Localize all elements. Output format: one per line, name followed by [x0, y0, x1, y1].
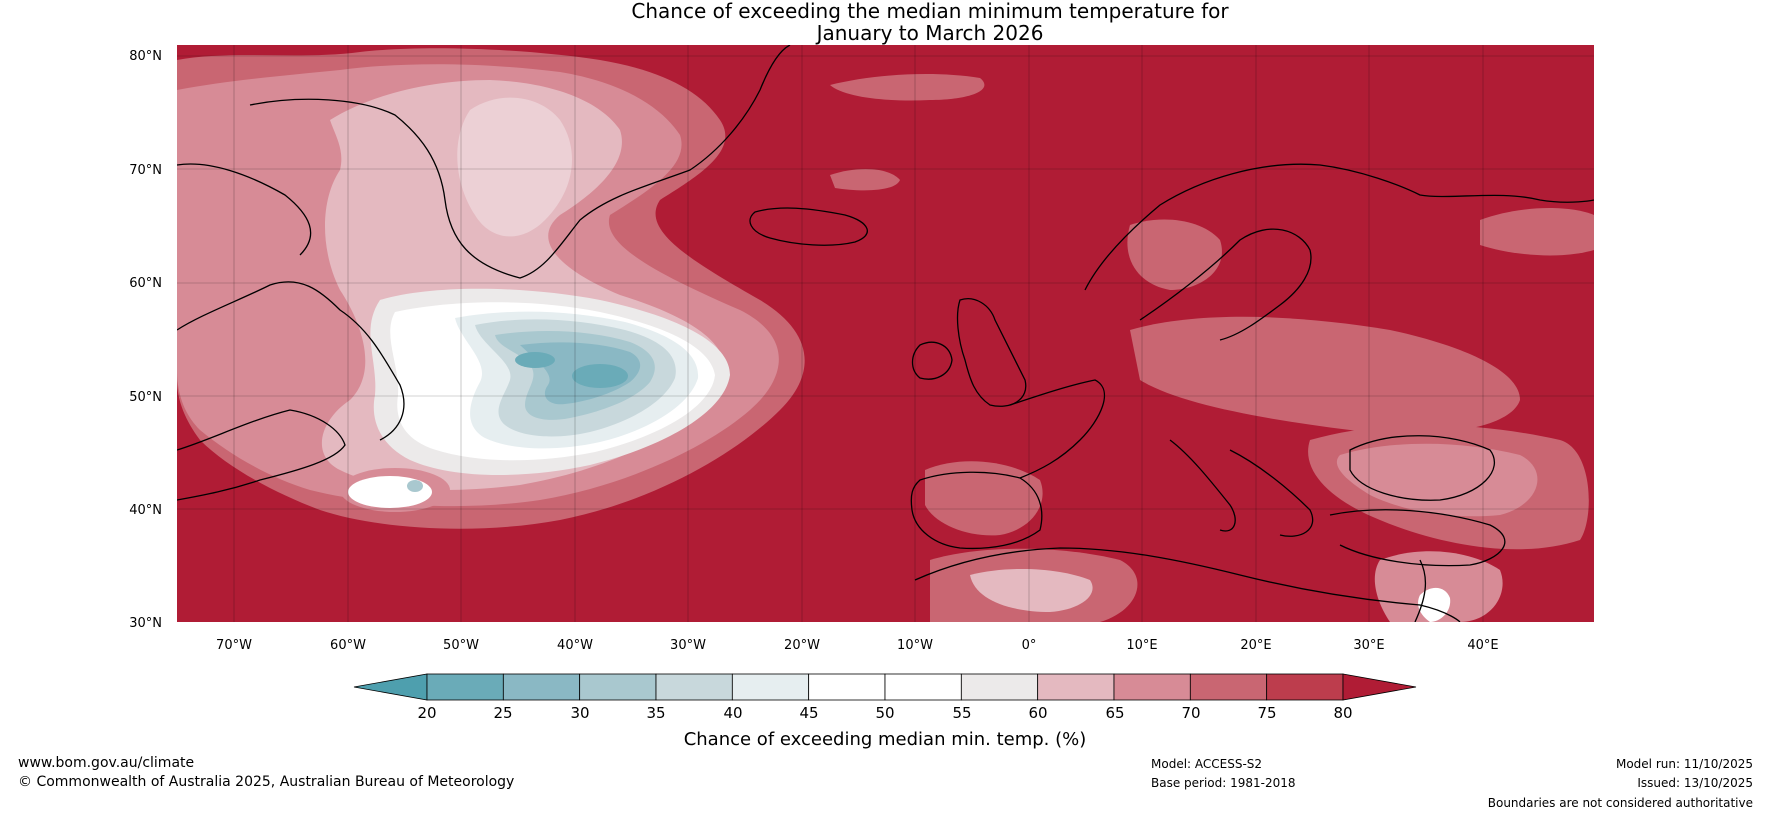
lat-label-50: 50°N [129, 390, 162, 405]
colorbar-tick-55: 55 [952, 704, 971, 722]
colorbar-cell-3 [655, 673, 733, 701]
coastline-labrador [177, 281, 405, 441]
colorbar-cell-10 [1189, 673, 1268, 701]
colorbar-label: Chance of exceeding median min. temp. (%… [684, 729, 1087, 750]
footer-disclaimer: Boundaries are not considered authoritat… [1487, 796, 1753, 810]
colorbar-low-extend [353, 673, 428, 701]
lat-label-40: 40°N [129, 503, 162, 518]
lon-label-40w: 40°W [557, 638, 593, 653]
colorbar-cell-5 [808, 673, 886, 701]
graticule [177, 45, 1594, 622]
colorbar-cell-9 [1113, 673, 1191, 701]
contour-iberia [925, 461, 1043, 536]
lon-label-20w: 20°W [784, 638, 820, 653]
colorbar-tick-labels: 20 25 30 35 40 45 50 55 60 65 70 75 80 [417, 704, 1352, 722]
colorbar-cells [426, 673, 1344, 701]
title-line-2: January to March 2026 [816, 21, 1044, 45]
colorbar-high-extend [1342, 673, 1417, 701]
title-line-1: Chance of exceeding the median minimum t… [631, 0, 1229, 23]
contour-north-africa-2 [970, 568, 1093, 612]
colorbar-tick-80: 80 [1333, 704, 1352, 722]
contour-25-west-b [515, 352, 555, 368]
coastline-balkans [1229, 449, 1314, 537]
coastline-scandinavia [1084, 163, 1594, 291]
coastline-iberia [910, 471, 1043, 550]
coastlines [177, 45, 1594, 622]
colorbar-tick-60: 60 [1028, 704, 1047, 722]
footer-model-run: Model run: 11/10/2025 [1615, 757, 1753, 771]
map-field [177, 45, 1594, 622]
contour-mid-atlantic-arc [830, 74, 985, 101]
colorbar-cell-4 [731, 673, 810, 701]
colorbar-tick-65: 65 [1105, 704, 1124, 722]
colorbar-cell-7 [960, 673, 1039, 701]
colorbar-cell-8 [1037, 673, 1115, 701]
lon-label-30e: 30°E [1353, 638, 1384, 653]
coastline-baltic [1139, 228, 1312, 341]
coastline-iceland [749, 207, 868, 246]
colorbar-tick-25: 25 [493, 704, 512, 722]
lon-label-60w: 60°W [330, 638, 366, 653]
contour-levant-white [1418, 587, 1451, 622]
contour-greenland-interior [457, 97, 572, 237]
lon-label-70w: 70°W [216, 638, 252, 653]
footer-base-period: Base period: 1981-2018 [1151, 776, 1296, 790]
footer-issued: Issued: 13/10/2025 [1637, 776, 1753, 790]
lon-label-20e: 20°E [1240, 638, 1271, 653]
colorbar-cell-6 [884, 673, 962, 701]
coastline-britain [956, 298, 1027, 407]
colorbar-tick-45: 45 [799, 704, 818, 722]
coastline-italy [1169, 439, 1236, 532]
coastline-ireland [911, 341, 953, 380]
colorbar-cell-1 [502, 673, 581, 701]
coastline-black-sea [1349, 435, 1496, 501]
lon-label-10e: 10°E [1126, 638, 1157, 653]
coastline-nova-scotia [177, 409, 346, 501]
lat-label-60: 60°N [129, 276, 162, 291]
footer-copyright: © Commonwealth of Australia 2025, Austra… [18, 774, 515, 790]
colorbar-cell-11 [1266, 673, 1344, 701]
colorbar-cell-2 [579, 673, 657, 701]
colorbar-tick-50: 50 [875, 704, 894, 722]
coastline-north-africa [914, 547, 1461, 622]
colorbar-tick-35: 35 [646, 704, 665, 722]
coastline-w-europe [1009, 379, 1106, 479]
contour-europe-3 [1336, 443, 1538, 517]
colorbar-tick-70: 70 [1181, 704, 1200, 722]
colorbar-tick-20: 20 [417, 704, 436, 722]
contour-white-patch-inner [348, 476, 432, 508]
lon-label-0: 0° [1022, 638, 1037, 653]
coastline-greenland [249, 45, 791, 279]
lon-label-40e: 40°E [1467, 638, 1498, 653]
contour-north-east [1480, 208, 1594, 256]
colorbar: 20 25 30 35 40 45 50 55 60 65 70 75 80 C… [353, 673, 1417, 750]
lat-label-70: 70°N [129, 163, 162, 178]
contour-iceland-west [830, 168, 900, 191]
coastline-turkey [1329, 509, 1506, 567]
colorbar-cell-0 [426, 673, 504, 701]
coastline-baffin [177, 163, 312, 256]
colorbar-tick-40: 40 [723, 704, 742, 722]
longitude-labels: 70°W 60°W 50°W 40°W 30°W 20°W 10°W 0° 10… [216, 638, 1499, 653]
coastline-levant [1414, 559, 1427, 622]
lon-label-30w: 30°W [670, 638, 706, 653]
footer-model: Model: ACCESS-S2 [1151, 757, 1263, 771]
contour-scandinavia [1127, 219, 1222, 290]
lat-label-30: 30°N [129, 616, 162, 631]
lat-label-80: 80°N [129, 49, 162, 64]
latitude-labels: 80°N 70°N 60°N 50°N 40°N 30°N [129, 49, 162, 631]
lon-label-10w: 10°W [897, 638, 933, 653]
contour-europe-1 [1130, 316, 1520, 434]
footer-website: www.bom.gov.au/climate [18, 755, 195, 771]
colorbar-tick-30: 30 [570, 704, 589, 722]
lon-label-50w: 50°W [443, 638, 479, 653]
contour-25-west [572, 364, 628, 388]
contour-white-patch-blue [407, 480, 423, 492]
colorbar-tick-75: 75 [1257, 704, 1276, 722]
